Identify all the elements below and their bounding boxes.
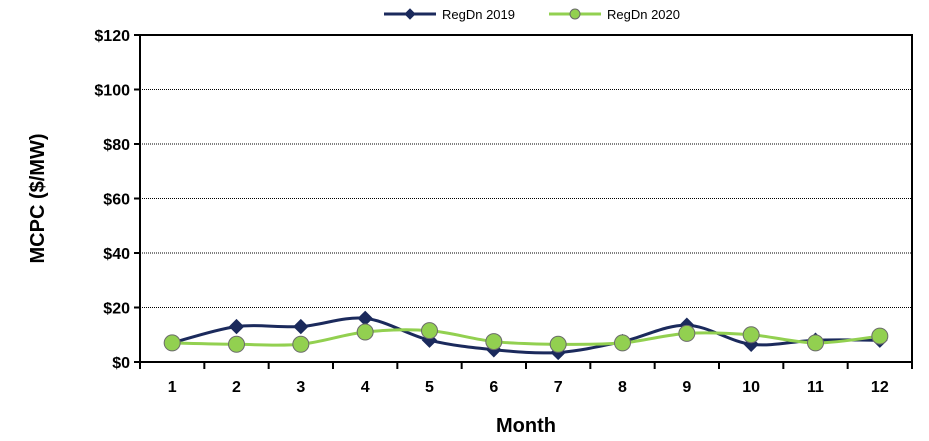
y-tick-label: $0	[112, 355, 130, 372]
data-point-regdn-2020	[742, 326, 760, 344]
y-tick-label: $20	[103, 301, 130, 318]
y-tick-label: $40	[103, 246, 130, 263]
legend-marker	[404, 8, 416, 20]
y-tick-label: $100	[94, 83, 130, 100]
legend-marker	[569, 8, 581, 20]
y-tick-label: $80	[103, 137, 130, 154]
data-point-regdn-2019	[357, 310, 373, 327]
data-point-regdn-2020	[292, 335, 310, 353]
x-tick-label: 2	[232, 379, 241, 396]
x-tick-label: 1	[168, 379, 177, 396]
data-point-regdn-2020	[807, 334, 824, 352]
x-axis-ticks: 1 2 3 4 5 6 7 8 9 10 11 12	[139, 362, 913, 396]
legend-item-regdn-2020: RegDn 2020	[549, 7, 680, 22]
x-tick-label: 6	[489, 379, 498, 396]
x-tick-label: 8	[618, 379, 627, 396]
series-regdn-2019	[164, 310, 888, 361]
legend-label: RegDn 2020	[607, 7, 680, 22]
data-point-regdn-2020	[614, 334, 631, 352]
x-tick-label: 7	[554, 379, 563, 396]
y-axis-ticks: $0 $20 $40 $60 $80 $100 $120	[94, 28, 140, 372]
legend: RegDn 2019 RegDn 2020	[384, 7, 680, 22]
series-line-regdn-2019	[171, 316, 880, 355]
data-point-regdn-2020	[421, 322, 438, 340]
legend-item-regdn-2019: RegDn 2019	[384, 7, 515, 22]
x-tick-label: 9	[682, 379, 691, 396]
x-axis-title: Month	[496, 415, 556, 437]
x-tick-label: 4	[361, 379, 370, 396]
data-point-regdn-2020	[163, 334, 181, 352]
data-point-regdn-2020	[549, 335, 567, 353]
y-tick-label: $60	[103, 192, 130, 209]
x-tick-label: 10	[742, 379, 760, 396]
data-point-regdn-2020	[228, 335, 245, 353]
x-tick-label: 12	[871, 379, 889, 396]
x-tick-label: 5	[425, 379, 434, 396]
y-axis-title: MCPC ($/MW)	[27, 134, 49, 264]
data-point-regdn-2020	[356, 323, 374, 341]
gridlines	[140, 89, 912, 308]
data-point-regdn-2020	[678, 324, 696, 342]
series-group	[163, 310, 889, 361]
legend-label: RegDn 2019	[442, 7, 515, 22]
data-point-regdn-2020	[871, 327, 889, 345]
data-point-regdn-2020	[485, 333, 503, 351]
data-point-regdn-2019	[228, 318, 245, 335]
data-point-regdn-2019	[293, 318, 309, 335]
series-regdn-2020	[163, 322, 889, 353]
x-tick-label: 3	[296, 379, 305, 396]
y-tick-label: $120	[94, 28, 130, 45]
x-tick-label: 11	[807, 379, 824, 396]
